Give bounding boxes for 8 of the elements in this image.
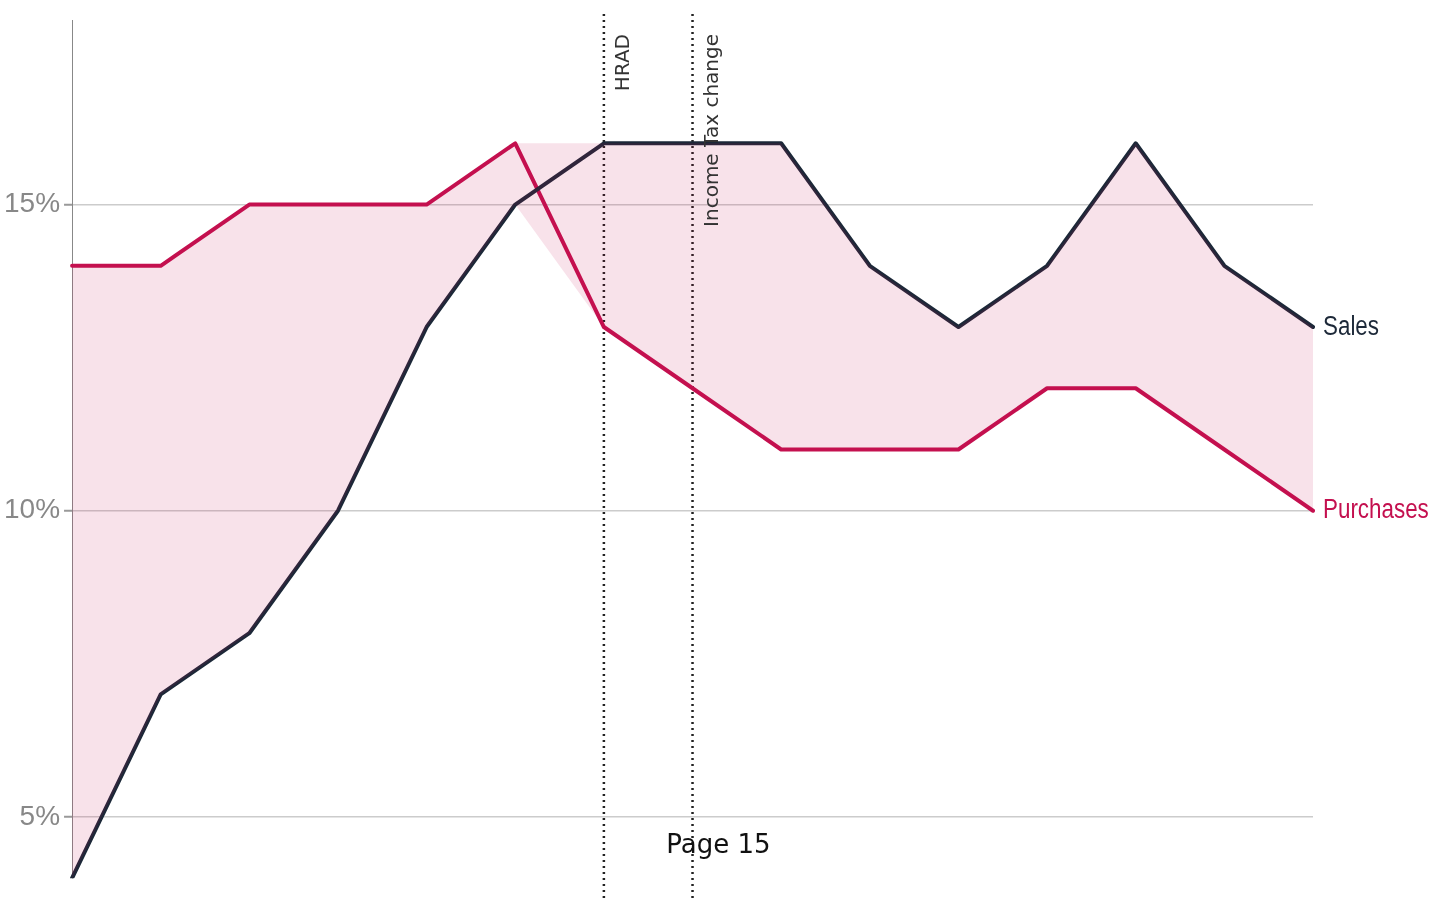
y-tick-label: 5% <box>19 799 61 831</box>
series-label: Sales <box>1323 309 1380 341</box>
annotation: HRAD <box>610 34 635 92</box>
annotation: Income Tax change <box>698 34 723 227</box>
series-label: Purchases <box>1323 493 1429 524</box>
y-tick-label: 15% <box>3 187 61 219</box>
annotation: Page 15 <box>666 828 771 859</box>
y-tick-label: 10% <box>3 493 61 525</box>
